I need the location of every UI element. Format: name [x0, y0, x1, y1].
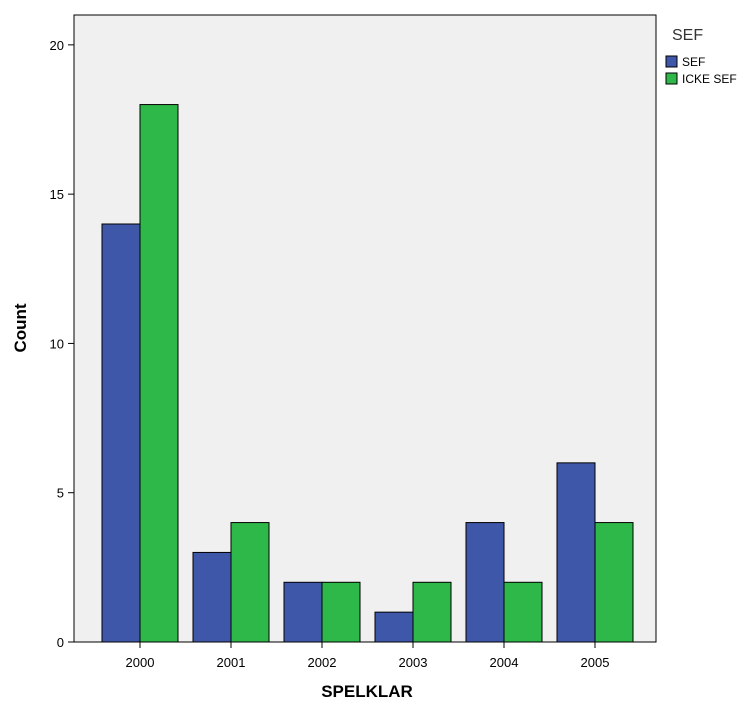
x-tick-label: 2002	[308, 655, 337, 670]
bars-group	[101, 104, 634, 643]
y-axis: 0 5 10 15 20	[50, 38, 74, 650]
x-tick-label: 2001	[217, 655, 246, 670]
x-tick-label: 2005	[581, 655, 610, 670]
x-axis: 2000 2001 2002 2003 2004 2005	[126, 642, 610, 670]
legend: SEF SEF ICKE SEF	[665, 27, 737, 86]
bar-sef-2005	[556, 462, 596, 643]
bar-sef-2003	[374, 611, 414, 643]
bar-icke-sef-2005	[594, 522, 634, 643]
x-axis-label: SPELKLAR	[321, 682, 413, 701]
bar-icke-sef-2003	[412, 581, 452, 643]
bar-icke-sef-2004	[503, 581, 543, 643]
bar-icke-sef-2002	[321, 581, 361, 643]
x-tick-label: 2004	[490, 655, 519, 670]
bar-icke-sef-2001	[230, 522, 270, 643]
legend-title: SEF	[672, 27, 703, 44]
legend-label: SEF	[682, 55, 705, 69]
bar-sef-2000	[101, 223, 141, 643]
x-tick-label: 2000	[126, 655, 155, 670]
y-tick-label: 10	[50, 336, 64, 351]
y-axis-label: Count	[11, 303, 30, 352]
y-tick-label: 20	[50, 38, 64, 53]
bar-sef-2001	[192, 551, 232, 643]
legend-swatch	[665, 55, 678, 68]
bar-sef-2004	[465, 522, 505, 643]
x-tick-label: 2003	[399, 655, 428, 670]
y-tick-label: 0	[57, 635, 64, 650]
y-tick-label: 15	[50, 187, 64, 202]
legend-label: ICKE SEF	[682, 72, 737, 86]
legend-swatch	[665, 72, 678, 85]
y-tick-label: 5	[57, 486, 64, 501]
bar-icke-sef-2000	[139, 104, 179, 643]
bar-sef-2002	[283, 581, 323, 643]
